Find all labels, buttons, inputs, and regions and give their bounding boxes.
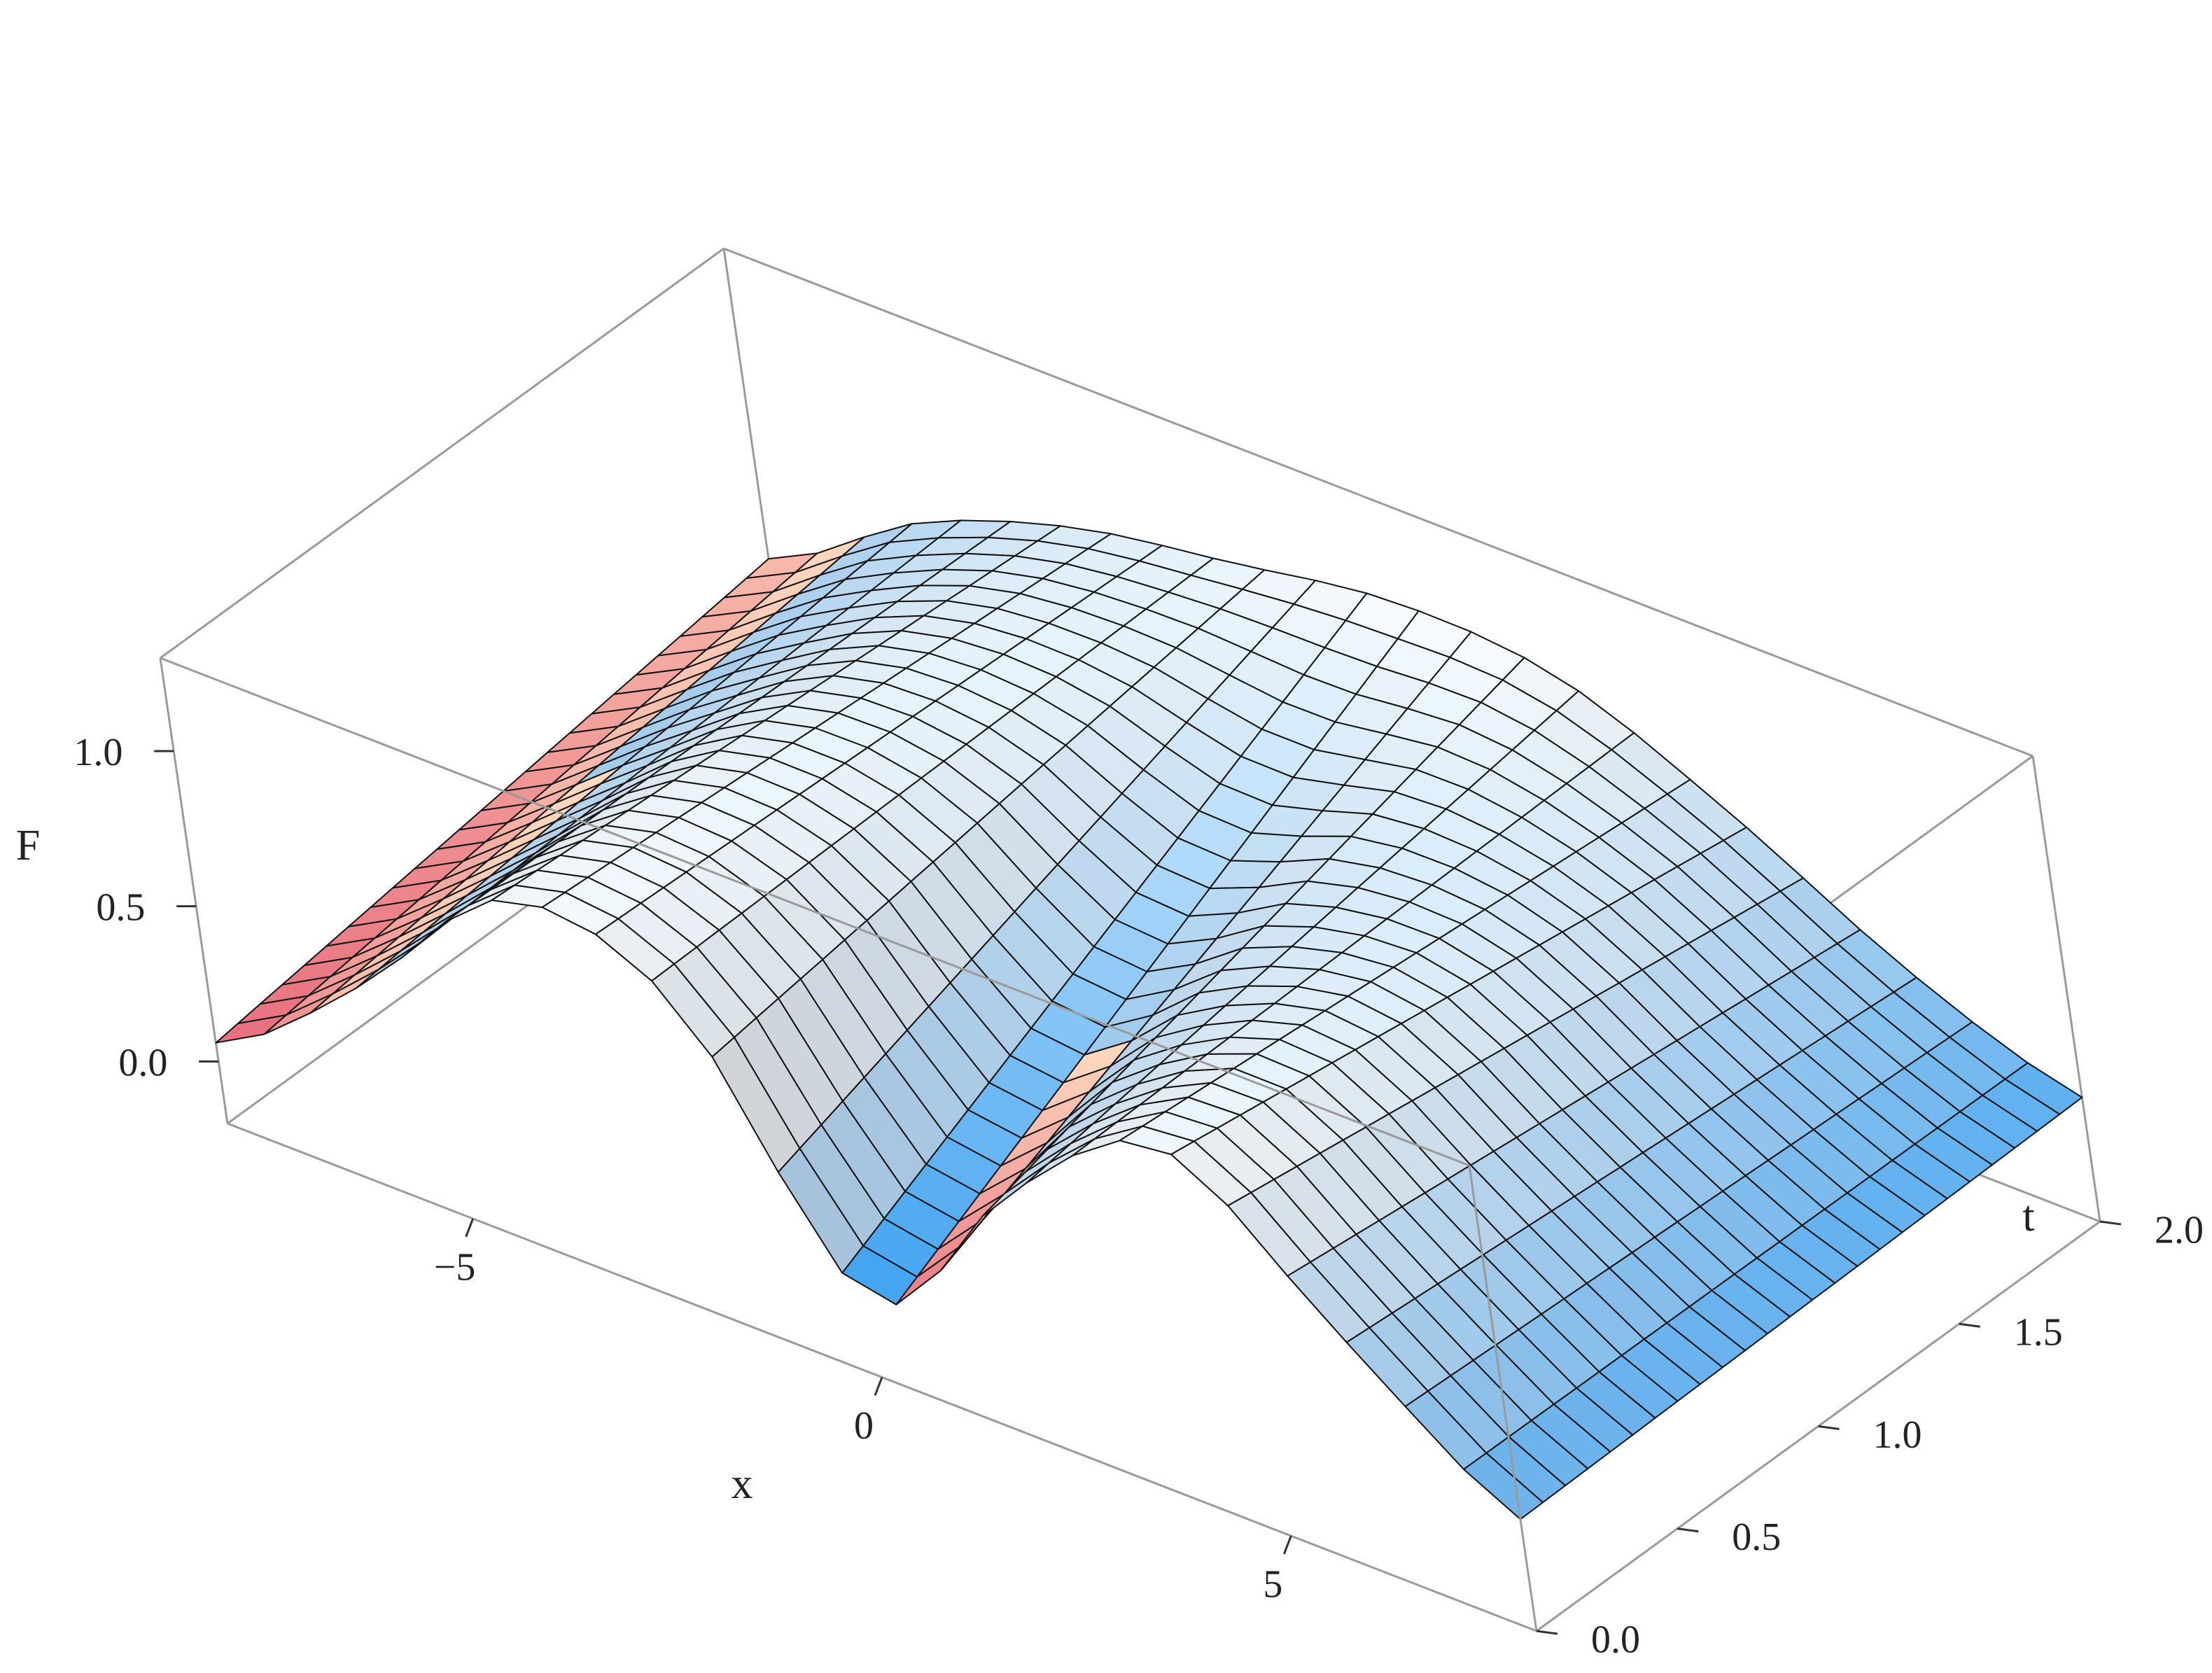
x-axis-tick <box>465 1218 475 1238</box>
box-edge <box>159 657 229 1124</box>
t-axis-tick <box>1536 1630 1558 1635</box>
surface-mesh <box>215 519 2083 1520</box>
z-axis-tick-label: 0.0 <box>118 1041 167 1084</box>
z-axis-tick-label: 1.0 <box>74 731 122 774</box>
t-axis-tick-label: 1.5 <box>2014 1311 2063 1354</box>
x-axis-tick-label: −5 <box>434 1246 476 1289</box>
x-axis-tick <box>1282 1535 1292 1555</box>
x-axis-tick-label: 0 <box>854 1404 874 1448</box>
box-edge <box>2031 755 2101 1222</box>
t-axis-tick-label: 0.5 <box>1732 1516 1781 1559</box>
box-edge <box>1468 1165 1538 1632</box>
t-axis-tick-label: 2.0 <box>2155 1208 2204 1252</box>
t-axis-tick <box>1959 1322 1980 1328</box>
z-axis-label: F <box>16 822 40 869</box>
box-edge <box>723 247 2033 757</box>
box-edge <box>160 657 1470 1167</box>
t-axis-tick-label: 1.0 <box>1873 1413 1922 1457</box>
axis-ticks: −5 0 5 0.0 0.5 1.0 1.5 2.0 0.0 0.5 1.0 <box>74 731 2204 1661</box>
x-axis-label: x <box>732 1460 753 1508</box>
surface-patch <box>1463 1452 1544 1520</box>
t-axis-tick-label: 0.0 <box>1591 1618 1640 1661</box>
z-axis-tick-label: 0.5 <box>96 886 145 930</box>
box-edge <box>160 247 724 659</box>
t-axis-tick <box>1677 1527 1699 1533</box>
t-axis-tick <box>2099 1220 2122 1226</box>
axis-labels: x t F <box>16 822 2035 1508</box>
t-axis-label: t <box>2022 1193 2034 1240</box>
t-axis-tick <box>1818 1425 1840 1430</box>
x-axis-tick-label: 5 <box>1263 1563 1282 1606</box>
x-axis-tick <box>874 1376 883 1396</box>
